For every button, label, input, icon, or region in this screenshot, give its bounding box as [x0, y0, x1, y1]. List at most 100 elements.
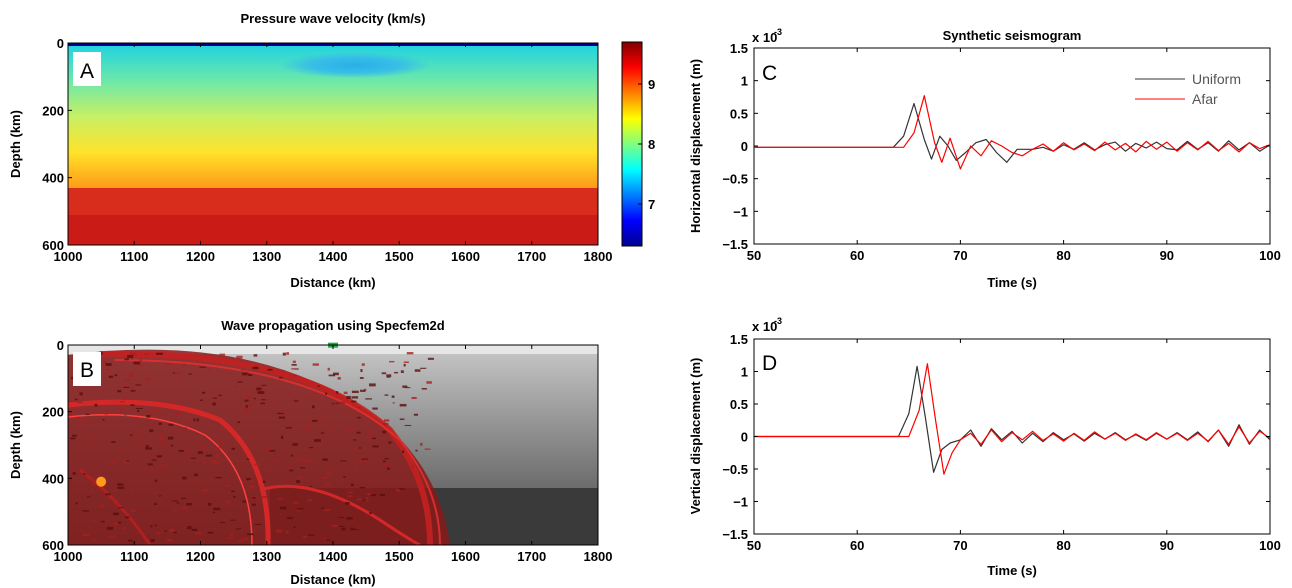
wavefield-speck: [153, 455, 158, 458]
wavefield-speck: [248, 373, 253, 377]
wavefield-speck: [303, 536, 307, 538]
wavefield-speck: [386, 374, 392, 378]
wavefield-speck: [399, 418, 405, 420]
crust-band: [68, 345, 598, 354]
wavefield-speck: [112, 512, 120, 516]
wavefield-speck: [260, 402, 265, 405]
y-tick-label: 1.5: [730, 332, 748, 347]
x-tick-label: 1500: [385, 549, 414, 564]
wavefield-speck: [353, 529, 360, 531]
legend-label-uniform: Uniform: [1192, 71, 1241, 87]
x-tick-label: 70: [953, 248, 967, 263]
x-tick-label: 80: [1056, 538, 1070, 553]
y-tick-label: 600: [42, 538, 64, 553]
x-tick-label: 1600: [451, 249, 480, 264]
wavefield-speck: [368, 435, 371, 439]
wavefield-speck: [187, 449, 190, 453]
wavefield-speck: [154, 524, 158, 526]
wavefield-speck: [383, 419, 390, 422]
wavefield-speck: [285, 427, 292, 429]
panel-c-y-exponent: -3: [774, 27, 782, 37]
wavefield-speck: [351, 400, 357, 403]
wavefield-speck: [162, 438, 166, 440]
x-tick-label: 1800: [584, 249, 613, 264]
wavefield-speck: [174, 372, 181, 375]
wavefield-speck: [167, 401, 175, 404]
wavefield-speck: [356, 416, 361, 419]
wavefield-speck: [322, 458, 328, 461]
wavefield-speck: [158, 495, 162, 497]
wavefield-speck: [238, 540, 244, 542]
wavefield-speck: [293, 374, 297, 377]
wavefield-speck: [215, 476, 222, 479]
wavefield-speck: [296, 480, 301, 484]
wavefield-speck: [164, 530, 168, 532]
wavefield-speck: [178, 449, 185, 452]
y-tick-label: 0: [57, 338, 64, 353]
wavefield-speck: [143, 353, 150, 355]
panel-b-label: B: [80, 359, 94, 382]
wavefield-speck: [326, 471, 330, 475]
wavefield-speck: [156, 532, 160, 535]
wavefield-speck: [182, 507, 187, 510]
wavefield-speck: [124, 358, 129, 361]
panel-c-y-ticks: 1.5 1 0.5 0 −0.5 −1 −1.5: [722, 41, 1270, 252]
wavefield-speck: [241, 372, 248, 376]
wavefield-speck: [181, 497, 187, 500]
x-tick-label: 1600: [451, 549, 480, 564]
wavefield-speck: [359, 377, 364, 379]
wavefield-speck: [226, 479, 230, 482]
wavefield-speck: [155, 352, 163, 355]
wavefield-speck: [286, 517, 294, 520]
wavefield-speck: [218, 394, 222, 397]
wavefield-speck: [263, 405, 267, 407]
wavefield-speck: [367, 493, 373, 496]
wavefield-speck: [294, 368, 299, 370]
wavefield-speck: [100, 504, 104, 507]
wavefield-speck: [205, 454, 213, 457]
wavefield-speck: [308, 534, 315, 536]
wavefield-speck: [361, 499, 366, 501]
wavefield-speck: [129, 434, 133, 436]
wavefield-speck: [354, 468, 358, 471]
y-tick-label: −0.5: [722, 462, 748, 477]
wavefield-speck: [403, 363, 406, 367]
wavefield-speck: [336, 390, 339, 394]
panel-c: Synthetic seismogram x 10 -3 C 50 60 70 80 9…: [688, 27, 1281, 290]
wavefield-speck: [246, 478, 251, 481]
x-tick-label: 80: [1056, 248, 1070, 263]
wavefield-speck: [208, 368, 212, 371]
wavefield-speck: [292, 360, 296, 363]
wavefield-speck: [381, 372, 387, 375]
wavefield-speck: [427, 357, 434, 360]
wavefield-speck: [358, 447, 362, 449]
panel-a-label-box: [73, 52, 101, 86]
wavefield-speck: [237, 381, 243, 383]
wavefield-speck: [72, 434, 77, 437]
wavefield-speck: [119, 401, 125, 403]
wavefield-speck: [220, 521, 226, 524]
colorbar-tick-label: 7: [648, 197, 655, 212]
low-velocity-anomaly: [280, 52, 430, 78]
wavefield-speck: [118, 408, 124, 411]
wavefield-speck: [231, 447, 236, 450]
wavefield-speck: [186, 419, 190, 422]
wavefield-speck: [351, 448, 357, 450]
wavefield-speck: [261, 495, 268, 498]
wavefield-speck: [399, 488, 405, 490]
wavefield-speck: [277, 412, 284, 415]
wavefield-speck: [105, 493, 111, 496]
wavefield-speck: [357, 406, 360, 408]
wavefield-speck: [215, 454, 220, 457]
wavefield-speck: [83, 473, 86, 475]
wavefield-speck: [360, 389, 366, 392]
wavefield-speck: [350, 527, 355, 531]
wavefield-speck: [240, 369, 246, 371]
wavefield-speck: [90, 483, 94, 486]
wavefield-speck: [262, 480, 266, 484]
wavefield-speck: [265, 447, 272, 450]
wavefield-speck: [293, 526, 296, 528]
panel-b-label-box: [73, 352, 101, 386]
wavefield-speck: [75, 502, 78, 505]
wavefield-speck: [325, 392, 328, 395]
